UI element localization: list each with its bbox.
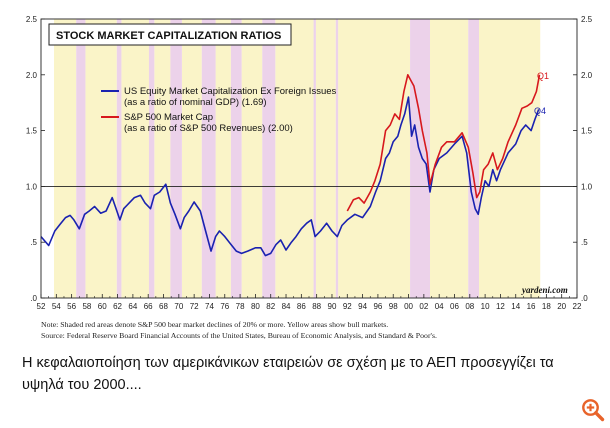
- x-tick-label: 20: [557, 302, 566, 311]
- bear-market-band: [313, 19, 316, 298]
- bull-market-band: [181, 19, 202, 298]
- bear-market-band: [148, 19, 155, 298]
- x-tick-label: 64: [128, 302, 137, 311]
- x-tick-label: 66: [144, 302, 153, 311]
- x-tick-label: 84: [282, 302, 291, 311]
- y-tick-label-right: 1.5: [581, 127, 593, 136]
- legend-label-sp500: S&P 500 Market Cap: [124, 112, 213, 123]
- caption-text: Η κεφαλαιοποίηση των αμερικάνικων εταιρε…: [22, 355, 554, 393]
- x-tick-label: 98: [389, 302, 398, 311]
- x-tick-label: 06: [450, 302, 459, 311]
- bear-market-band: [468, 19, 479, 298]
- footnote-source: Source: Federal Reserve Board Financial …: [41, 331, 437, 340]
- x-tick-label: 14: [511, 302, 520, 311]
- bull-market-band: [85, 19, 117, 298]
- bear-market-band: [230, 19, 242, 298]
- end-label-sp500: Q1: [537, 71, 549, 81]
- series-us-equity-line: [40, 96, 540, 257]
- x-tick-label: 52: [37, 302, 46, 311]
- x-tick-label: 80: [251, 302, 260, 311]
- x-tick-label: 86: [297, 302, 306, 311]
- x-tick-label: 88: [312, 302, 321, 311]
- bear-market-band: [262, 19, 276, 298]
- y-tick-label-right: .0: [581, 294, 588, 303]
- legend-sublabel-sp500: (as a ratio of S&P 500 Revenues) (2.00): [124, 123, 293, 134]
- x-tick-label: 12: [496, 302, 505, 311]
- footnote-note: Note: Shaded red areas denote S&P 500 be…: [41, 320, 388, 329]
- x-tick-label: 00: [404, 302, 413, 311]
- x-tick-label: 68: [159, 302, 168, 311]
- x-tick-label: 22: [573, 302, 582, 311]
- y-tick-label-right: 2.5: [581, 15, 593, 24]
- bull-market-band: [215, 19, 231, 298]
- end-label-us-equity: Q4: [534, 106, 546, 116]
- title-box: [48, 23, 292, 46]
- bear-market-band: [201, 19, 216, 298]
- x-tick-label: 94: [358, 302, 367, 311]
- bull-market-band: [478, 19, 541, 298]
- series-sp500-line: [346, 74, 541, 212]
- y-tick-label-right: 1.0: [581, 182, 593, 191]
- x-tick-label: 16: [527, 302, 536, 311]
- x-tick-label: 72: [190, 302, 199, 311]
- x-tick-label: 04: [435, 302, 444, 311]
- x-tick-label: 02: [419, 302, 428, 311]
- legend: US Equity Market Capitalization Ex Forei…: [101, 86, 337, 134]
- zoom-in-button[interactable]: [580, 397, 606, 423]
- x-tick-label: 58: [82, 302, 91, 311]
- y-tick-label-left: 2.0: [26, 71, 38, 80]
- legend-label-us-equity: US Equity Market Capitalization Ex Forei…: [124, 86, 337, 97]
- bull-market-band: [315, 19, 336, 298]
- bull-market-band: [241, 19, 263, 298]
- x-tick-label: 60: [98, 302, 107, 311]
- y-tick-label-left: .0: [30, 294, 37, 303]
- y-tick-label-left: 1.5: [26, 127, 38, 136]
- watermark: yardeni.com: [521, 285, 568, 295]
- zoom-in-icon: [582, 399, 605, 422]
- x-tick-label: 90: [328, 302, 337, 311]
- x-tick-label: 62: [113, 302, 122, 311]
- bear-market-band: [116, 19, 122, 298]
- x-tick-label: 08: [465, 302, 474, 311]
- x-tick-label: 96: [373, 302, 382, 311]
- x-tick-label: 92: [343, 302, 352, 311]
- y-tick-label-right: 2.0: [581, 71, 593, 80]
- bull-market-band: [121, 19, 149, 298]
- x-tick-label: 10: [481, 302, 490, 311]
- chart-title: STOCK MARKET CAPITALIZATION RATIOS: [56, 30, 281, 42]
- x-tick-label: 78: [236, 302, 245, 311]
- x-tick-label: 56: [67, 302, 76, 311]
- bull-market-band: [429, 19, 469, 298]
- x-tick-label: 82: [266, 302, 275, 311]
- bear-market-band: [76, 19, 86, 298]
- y-tick-label-left: 2.5: [26, 15, 38, 24]
- x-tick-label: 76: [220, 302, 229, 311]
- x-tick-label: 74: [205, 302, 214, 311]
- legend-sublabel-us-equity: (as a ratio of nominal GDP) (1.69): [124, 97, 267, 108]
- bull-market-band: [54, 19, 77, 298]
- x-tick-label: 70: [174, 302, 183, 311]
- bear-market-band: [335, 19, 339, 298]
- bull-market-band: [275, 19, 314, 298]
- chart: .0 .0 .5 .5 1.0 1.0 1.5 1.5 2.0 2.0 2.5 2.5 52 54 56 5…: [25, 15, 593, 340]
- x-tick-label: 18: [542, 302, 551, 311]
- x-tick-label: 54: [52, 302, 61, 311]
- bear-market-band: [170, 19, 182, 298]
- bull-market-band: [338, 19, 411, 298]
- y-tick-label-left: .5: [30, 238, 37, 247]
- y-tick-label-right: .5: [581, 238, 588, 247]
- bull-market-band: [154, 19, 171, 298]
- y-tick-label-left: 1.0: [26, 182, 38, 191]
